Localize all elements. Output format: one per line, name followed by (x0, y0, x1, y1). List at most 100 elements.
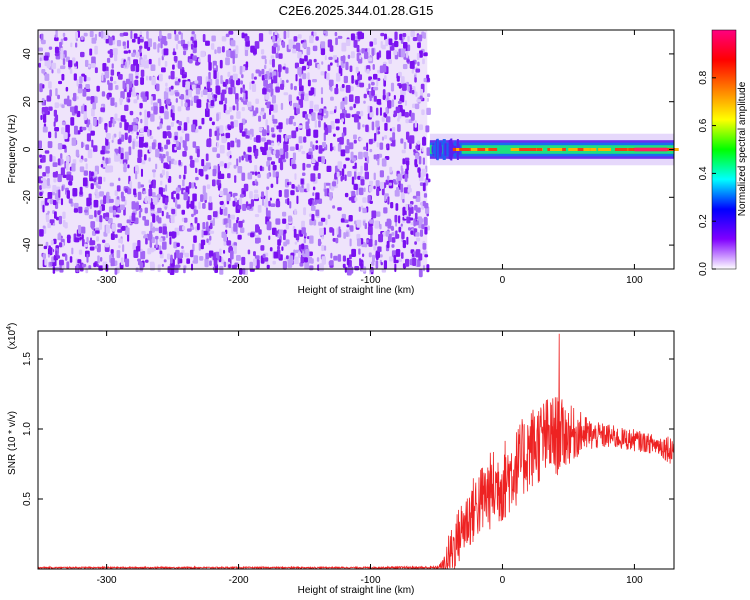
noise-speck (157, 264, 161, 273)
noise-speck (152, 247, 156, 252)
noise-speck (332, 55, 338, 60)
noise-speck (397, 112, 402, 119)
noise-speck (299, 85, 304, 92)
noise-speck (360, 165, 363, 175)
noise-speck (137, 258, 142, 262)
noise-speck (241, 74, 244, 79)
noise-speck (90, 183, 94, 190)
noise-speck (182, 74, 187, 79)
noise-speck (122, 244, 125, 253)
noise-speck (368, 252, 372, 258)
noise-speck (400, 94, 405, 103)
noise-speck (371, 261, 375, 266)
noise-speck (129, 181, 133, 189)
noise-speck (383, 260, 388, 269)
noise-speck (285, 255, 289, 260)
noise-speck (227, 213, 231, 219)
noise-speck (348, 142, 354, 150)
noise-speck (341, 84, 345, 89)
noise-speck (238, 220, 243, 228)
noise-speck (376, 211, 381, 217)
noise-speck (103, 176, 106, 182)
noise-speck (204, 258, 209, 268)
noise-speck (57, 143, 63, 150)
noise-speck (48, 46, 53, 50)
noise-speck (343, 75, 348, 84)
noise-speck (84, 105, 87, 112)
noise-speck (260, 245, 265, 251)
noise-speck (242, 219, 245, 224)
noise-speck (412, 257, 417, 267)
noise-speck (319, 263, 324, 272)
noise-speck (57, 173, 62, 183)
noise-speck (79, 76, 83, 84)
noise-speck (400, 76, 405, 84)
noise-speck (281, 246, 284, 251)
noise-speck (376, 188, 380, 196)
noise-speck (179, 95, 184, 100)
noise-speck (139, 128, 144, 133)
noise-speck (146, 59, 149, 69)
noise-speck (382, 94, 386, 100)
noise-speck (75, 149, 80, 157)
noise-speck (181, 209, 186, 215)
noise-speck (53, 121, 56, 127)
noise-speck (228, 106, 232, 112)
noise-speck (313, 219, 317, 226)
noise-speck (269, 108, 272, 116)
signal-hotspot (568, 148, 577, 151)
noise-speck (260, 49, 265, 55)
noise-speck (371, 82, 375, 86)
noise-speck (120, 115, 126, 122)
noise-speck (101, 239, 106, 244)
noise-speck (349, 225, 354, 232)
noise-speck (165, 171, 169, 179)
noise-speck (328, 56, 333, 60)
noise-speck (131, 38, 136, 43)
noise-speck (379, 170, 384, 178)
noise-speck (374, 220, 380, 229)
noise-speck (153, 197, 158, 205)
noise-speck (150, 210, 155, 214)
noise-speck (306, 46, 311, 56)
noise-speck (287, 135, 292, 139)
snr-x-label: Height of straight line (km) (298, 585, 415, 596)
signal-hotspot (536, 148, 543, 151)
noise-speck (220, 203, 226, 209)
noise-speck (368, 185, 373, 192)
noise-speck (304, 55, 308, 62)
noise-speck (365, 124, 369, 133)
colorbar-label: Normalized spectral amplitude (737, 81, 748, 216)
noise-speck (104, 32, 109, 39)
noise-speck (400, 192, 405, 201)
noise-speck (299, 58, 302, 63)
noise-speck (48, 131, 52, 139)
noise-speck (371, 121, 375, 131)
noise-speck (192, 141, 197, 148)
noise-speck (41, 39, 46, 45)
noise-speck (374, 40, 377, 44)
noise-speck (119, 32, 125, 37)
noise-speck (296, 195, 299, 205)
noise-speck (399, 33, 403, 41)
noise-speck (241, 256, 246, 266)
noise-speck (219, 59, 223, 69)
noise-speck (223, 261, 227, 268)
noise-speck (161, 169, 165, 176)
noise-speck (279, 148, 284, 155)
noise-speck (404, 100, 407, 106)
signal-hotspot (614, 148, 623, 151)
noise-speck (388, 58, 393, 65)
signal-onset-speck (442, 139, 445, 160)
signal-hotspot (623, 148, 631, 151)
noise-speck (124, 188, 128, 193)
noise-speck (163, 162, 168, 169)
noise-speck (175, 98, 178, 103)
noise-speck (159, 101, 162, 107)
noise-speck (150, 262, 155, 271)
noise-speck (410, 30, 415, 38)
noise-speck (202, 34, 206, 43)
noise-speck (83, 111, 87, 121)
noise-speck (167, 33, 172, 40)
noise-speck (144, 219, 150, 226)
